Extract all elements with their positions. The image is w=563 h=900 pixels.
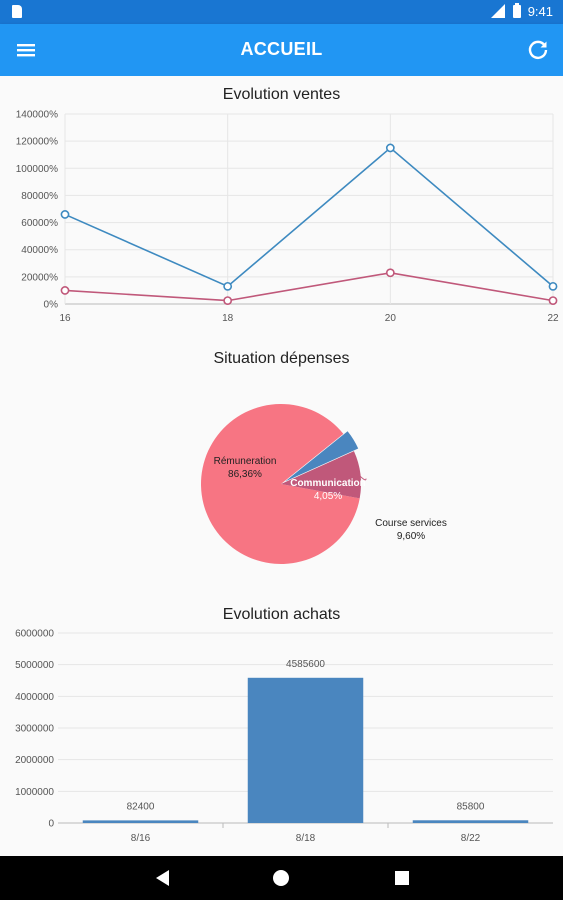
menu-icon[interactable]: [14, 38, 40, 62]
bar-value-label: 85800: [457, 801, 485, 812]
series-line-1: [64, 146, 554, 288]
x-tick-label: 8/18: [296, 833, 316, 844]
y-tick-label: 4000000: [15, 692, 54, 703]
x-tick-label: 20: [385, 313, 397, 324]
pie-slice-course-services: [281, 451, 361, 499]
y-tick-label: 140000%: [16, 110, 58, 121]
series-line-2: [64, 271, 554, 302]
pie-label-name: Rémuneration: [214, 456, 277, 467]
y-tick-label: 20000%: [21, 272, 58, 283]
series-1-point: [60, 210, 70, 219]
y-tick-label: 40000%: [21, 245, 58, 256]
recent-apps-icon[interactable]: [392, 868, 412, 888]
y-tick-label: 60000%: [21, 218, 58, 229]
series-2-point: [385, 268, 395, 278]
pie-label-name: Course services: [375, 518, 447, 529]
y-tick-label: 0: [48, 819, 54, 830]
refresh-icon[interactable]: [525, 37, 551, 63]
dashboard-content: Evolution ventes 0% 20000% 40000% 60000% 800…: [0, 76, 563, 856]
ventes-chart-title: Evolution ventes: [222, 86, 341, 103]
y-tick-label: 6000000: [15, 629, 54, 640]
x-tick-label: 18: [222, 313, 234, 324]
pie-slice-rémuneration: [201, 403, 360, 564]
signal-icon: [490, 4, 505, 18]
x-tick-label: 16: [59, 313, 71, 324]
pie-label-name: Communication: [290, 478, 366, 489]
depenses-pie-chart: Rémuneration 86,36% Communication 4,05% Cour…: [201, 403, 447, 564]
y-tick-label: 3000000: [15, 724, 54, 735]
sim-card-icon: [12, 5, 22, 18]
pie-label-value: 4,05%: [314, 491, 342, 502]
achats-chart-title: Evolution achats: [222, 606, 341, 623]
series-2-point: [548, 296, 558, 306]
pie-slice-communication: [285, 431, 359, 482]
x-tick-label: 8/22: [461, 833, 481, 844]
status-bar: 9:41: [0, 0, 563, 24]
series-1-point: [548, 281, 558, 291]
y-tick-label: 120000%: [16, 137, 58, 148]
bar: [247, 677, 364, 823]
y-tick-label: 5000000: [15, 660, 54, 671]
y-tick-label: 0%: [44, 300, 59, 311]
bar: [412, 820, 529, 823]
battery-icon: [512, 3, 521, 18]
series-2-point: [60, 286, 70, 295]
back-icon[interactable]: [153, 868, 173, 888]
pie-leader-line: [358, 474, 367, 481]
home-icon[interactable]: [271, 868, 291, 888]
bar-value-label: 4585600: [286, 659, 325, 670]
page-title: ACCUEIL: [240, 39, 323, 59]
depenses-chart-title: Situation dépenses: [213, 350, 350, 367]
x-tick-label: 8/16: [131, 833, 151, 844]
y-tick-label: 100000%: [16, 164, 58, 175]
y-tick-label: 1000000: [15, 787, 54, 798]
status-time: 9:41: [527, 3, 553, 19]
series-2-point: [223, 296, 233, 306]
series-1-point: [385, 143, 395, 153]
pie-label-value: 86,36%: [228, 469, 262, 480]
y-tick-label: 2000000: [15, 755, 54, 766]
navigation-bar: [0, 856, 563, 900]
ventes-line-chart: 0% 20000% 40000% 60000% 80000% 100000% 120000%…: [16, 110, 559, 325]
y-tick-label: 80000%: [21, 191, 58, 202]
app-bar: ACCUEIL: [0, 24, 563, 76]
bar: [82, 820, 199, 823]
achats-bar-chart: 0 1000000 2000000 3000000 4000000 5000000 6000…: [15, 629, 553, 844]
series-1-point: [223, 281, 233, 291]
bar-value-label: 82400: [127, 801, 155, 812]
x-tick-label: 22: [547, 313, 559, 324]
pie-label-value: 9,60%: [397, 531, 425, 542]
